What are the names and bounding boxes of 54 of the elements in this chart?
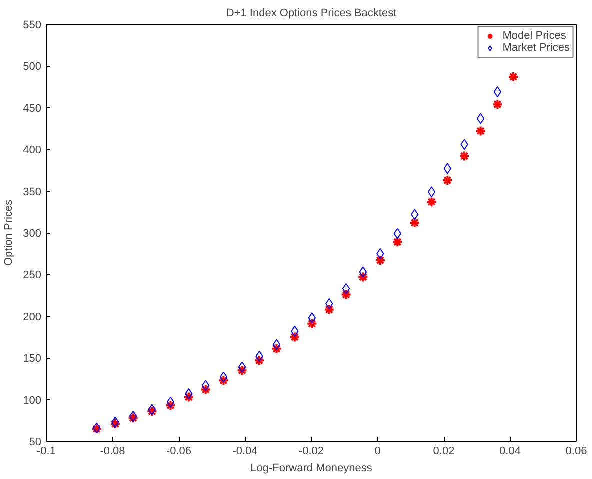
chart-title: D+1 Index Options Prices Backtest: [226, 8, 397, 20]
x-axis-title: Log-Forward Moneyness: [250, 462, 373, 474]
point: [220, 372, 228, 383]
y-tick-label: 250: [23, 270, 42, 282]
point: [426, 196, 438, 208]
x-tick-label: -0.1: [37, 446, 56, 458]
x-tick-label: 0: [374, 446, 381, 458]
legend-label: Model Prices: [502, 30, 566, 42]
point: [392, 236, 404, 248]
point: [428, 186, 436, 198]
y-axis-title: Option Prices: [3, 199, 16, 266]
y-tick-label: 100: [23, 394, 42, 407]
x-tick-label: -0.06: [166, 446, 192, 458]
point: [166, 396, 175, 408]
x-tick-label: 0.04: [500, 446, 521, 458]
x-tick-label: 0.02: [433, 446, 455, 458]
point: [324, 304, 335, 316]
point: [306, 318, 318, 330]
point: [342, 283, 350, 294]
point: [271, 343, 282, 354]
point: [254, 355, 265, 366]
x-tick-label: -0.04: [232, 446, 258, 458]
x-tick-label: -0.02: [298, 446, 324, 458]
point: [183, 392, 194, 403]
legend-label: Market Prices: [502, 42, 570, 54]
y-tick-label: 300: [23, 228, 42, 240]
y-tick-label: 200: [23, 311, 42, 324]
x-tick-label: -0.08: [100, 446, 126, 458]
point: [218, 375, 230, 386]
point: [492, 99, 504, 110]
y-tick-label: 500: [23, 61, 42, 74]
x-tick-label: 0.06: [566, 446, 588, 458]
y-tick-label: 400: [23, 144, 42, 157]
y-tick-label: 450: [23, 102, 42, 115]
point: [358, 272, 369, 283]
y-tick-label: 350: [23, 186, 42, 198]
y-tick-label: 150: [23, 353, 42, 366]
point: [289, 332, 300, 343]
point: [476, 113, 485, 124]
point: [409, 217, 420, 228]
point: [359, 266, 368, 278]
point: [374, 255, 386, 266]
point: [442, 174, 454, 186]
point: [238, 362, 246, 373]
point: [272, 339, 281, 350]
point: [508, 72, 520, 83]
y-tick-label: 50: [29, 436, 42, 448]
point: [459, 150, 470, 162]
point: [340, 289, 352, 300]
y-tick-label: 550: [23, 20, 42, 32]
point: [200, 384, 212, 396]
point: [236, 365, 248, 376]
point: [475, 126, 486, 137]
point: [165, 400, 176, 412]
